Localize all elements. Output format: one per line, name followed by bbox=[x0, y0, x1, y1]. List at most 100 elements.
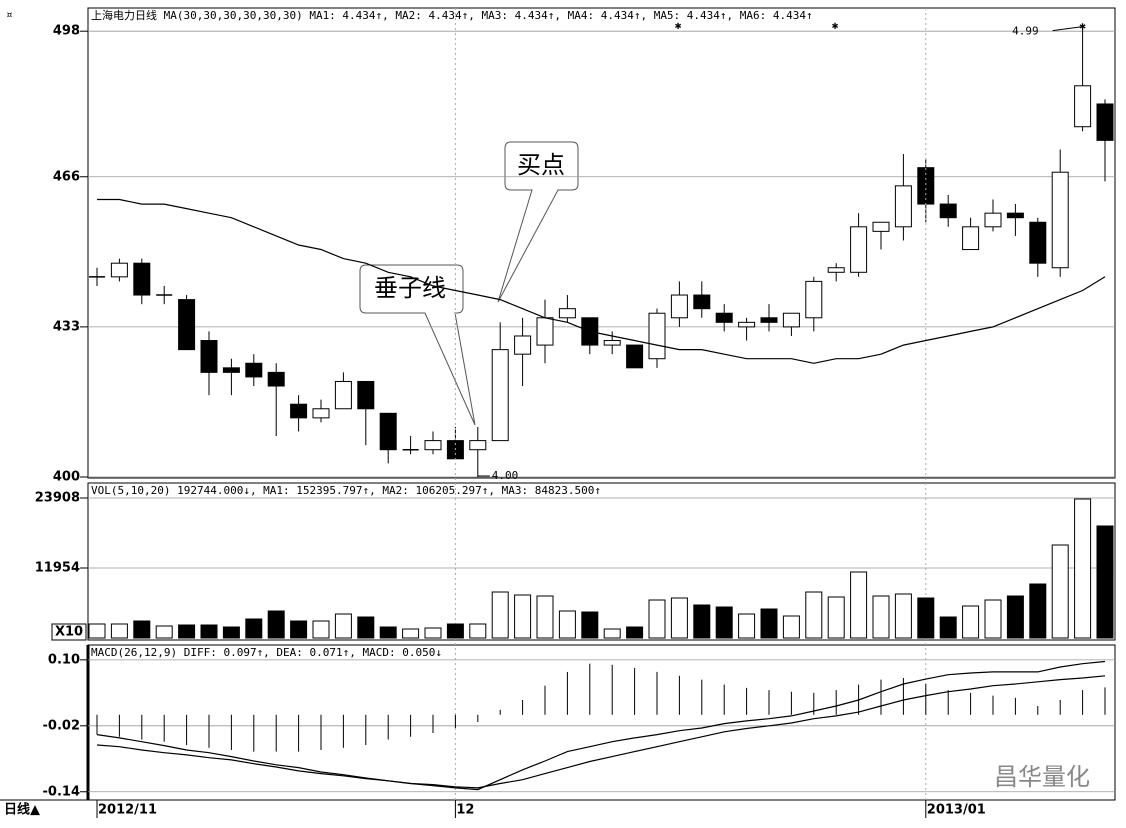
candle-body bbox=[962, 226, 980, 251]
candle-body bbox=[245, 362, 263, 378]
candle-body bbox=[536, 317, 554, 346]
y-tick-label: -0.02 bbox=[43, 718, 80, 733]
volume-bar bbox=[200, 624, 218, 639]
volume-bar bbox=[558, 610, 576, 639]
y-tick-label: 466 bbox=[53, 169, 80, 184]
high-label: 4.99 bbox=[1012, 25, 1039, 38]
volume-bar bbox=[290, 620, 308, 639]
volume-bar bbox=[312, 620, 330, 639]
volume-bar bbox=[827, 596, 845, 639]
volume-bar bbox=[917, 597, 935, 639]
candle-body bbox=[424, 440, 442, 451]
candle-body bbox=[334, 380, 352, 410]
callout-box bbox=[359, 264, 476, 426]
volume-bar bbox=[738, 613, 756, 639]
volume-bar bbox=[805, 591, 823, 639]
volume-bar bbox=[334, 613, 352, 639]
candle-body bbox=[670, 294, 688, 319]
candle-body bbox=[222, 367, 240, 373]
volume-bar bbox=[648, 599, 666, 639]
volume-bar bbox=[469, 623, 487, 639]
volume-bar bbox=[603, 628, 621, 639]
candle-body bbox=[290, 403, 308, 419]
panel-title: VOL(5,10,20) 192744.000↓, MA1: 152395.79… bbox=[91, 484, 601, 497]
volume-bar bbox=[155, 625, 173, 639]
volume-panel bbox=[87, 482, 1116, 641]
volume-bar bbox=[357, 616, 375, 639]
volume-bar bbox=[178, 624, 196, 639]
candle-body bbox=[1051, 171, 1069, 269]
price-panel bbox=[87, 7, 1116, 479]
marker-star: ✱ bbox=[675, 19, 682, 32]
candle-body bbox=[827, 267, 845, 273]
volume-bar bbox=[424, 627, 442, 639]
volume-bar bbox=[1006, 595, 1024, 639]
candle-body bbox=[603, 340, 621, 346]
volume-bar bbox=[402, 628, 420, 639]
volume-bar bbox=[133, 620, 151, 639]
indicator-line bbox=[97, 198, 1106, 364]
candle-body bbox=[1006, 212, 1024, 219]
volume-bar bbox=[1074, 498, 1092, 639]
candle-body bbox=[715, 312, 733, 323]
candle-body bbox=[357, 380, 375, 410]
volume-bar bbox=[670, 597, 688, 639]
candle-body bbox=[738, 321, 756, 328]
volume-bar bbox=[446, 623, 464, 639]
volume-bar bbox=[267, 610, 285, 639]
candle-body bbox=[514, 335, 532, 355]
y-tick-label: 23908 bbox=[35, 491, 80, 506]
y-tick-label: 433 bbox=[53, 319, 80, 334]
volume-bar bbox=[962, 605, 980, 639]
volume-bar bbox=[872, 595, 890, 639]
candle-body bbox=[1096, 103, 1114, 141]
indicator-line bbox=[96, 675, 1106, 789]
y-tick-label: -0.14 bbox=[43, 784, 80, 799]
candle-body bbox=[805, 280, 823, 319]
candle-body bbox=[110, 262, 128, 278]
y-tick-label: 400 bbox=[53, 470, 80, 485]
candle-body bbox=[267, 371, 285, 387]
candle-body bbox=[379, 412, 397, 451]
period-label: 日线▲ bbox=[4, 802, 40, 818]
low-label: 4.00 bbox=[492, 469, 519, 482]
candle-body bbox=[894, 185, 912, 228]
extreme-pointer bbox=[1052, 26, 1083, 32]
volume-bar bbox=[110, 623, 128, 639]
candle-body bbox=[178, 299, 196, 351]
candle-body bbox=[782, 312, 800, 328]
candle-body bbox=[1029, 221, 1047, 264]
volume-bar bbox=[536, 595, 554, 639]
callout-box bbox=[497, 141, 579, 303]
y-tick-label: 498 bbox=[53, 24, 80, 39]
volume-bar bbox=[514, 594, 532, 639]
candle-body bbox=[648, 312, 666, 360]
volume-bar bbox=[626, 626, 644, 639]
volume-bar bbox=[222, 626, 240, 639]
volume-bar bbox=[939, 616, 957, 639]
volume-bar bbox=[760, 608, 778, 639]
candle-body bbox=[312, 408, 330, 419]
marker-star: ✱ bbox=[832, 19, 839, 32]
candle-body bbox=[491, 349, 509, 442]
volume-bar bbox=[491, 591, 509, 639]
candle-body bbox=[760, 317, 778, 323]
y-tick-label: 11954 bbox=[35, 561, 80, 576]
unit-box bbox=[51, 623, 87, 641]
candle-body bbox=[200, 340, 218, 373]
volume-bar bbox=[379, 626, 397, 639]
panel-title: 上海电力日线 MA(30,30,30,30,30,30) MA1: 4.434↑… bbox=[91, 8, 813, 22]
volume-bar bbox=[984, 599, 1002, 639]
volume-bar bbox=[715, 606, 733, 639]
volume-bar bbox=[1029, 583, 1047, 639]
candle-body bbox=[872, 221, 890, 232]
annotation: 垂子线 bbox=[374, 274, 446, 302]
annotation: 买点 bbox=[517, 151, 565, 179]
candle-body bbox=[626, 344, 644, 369]
candle-body bbox=[984, 212, 1002, 228]
extreme-star: ✱ bbox=[1079, 20, 1086, 33]
volume-bar bbox=[88, 623, 106, 639]
